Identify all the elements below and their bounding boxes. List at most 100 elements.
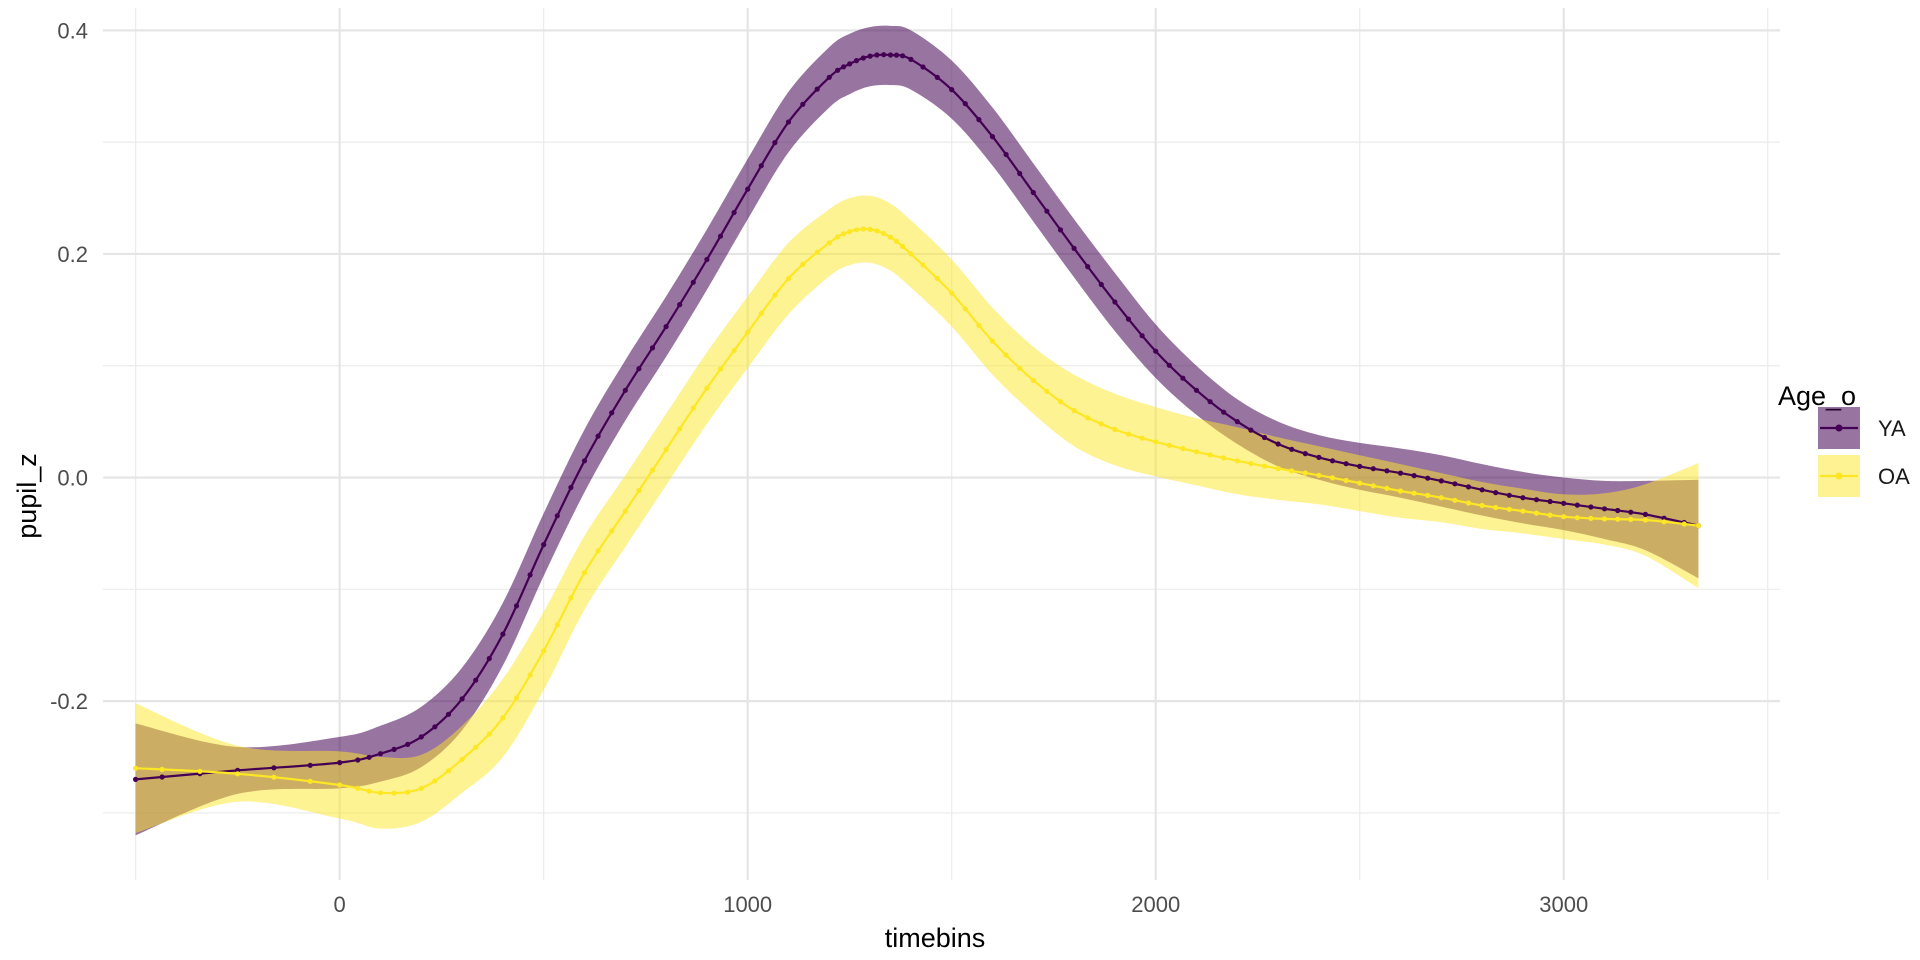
point-oa <box>513 695 520 701</box>
point-ya <box>1520 495 1526 501</box>
point-ya <box>500 631 506 637</box>
point-oa <box>920 262 926 268</box>
point-oa <box>459 756 465 762</box>
point-oa <box>405 789 411 795</box>
point-oa <box>841 231 847 237</box>
point-ya <box>1153 348 1159 354</box>
point-oa <box>1397 488 1404 494</box>
point-ya <box>1574 502 1580 508</box>
series-lines <box>135 53 1699 795</box>
point-ya <box>920 64 926 70</box>
point-oa <box>473 744 479 750</box>
point-ya <box>717 233 724 239</box>
point-oa <box>1329 475 1336 481</box>
point-ya <box>432 724 438 730</box>
point-ya <box>1098 281 1104 288</box>
point-oa <box>745 329 751 335</box>
point-ya <box>1180 375 1186 381</box>
point-ya <box>893 52 900 58</box>
point-oa <box>1316 472 1322 478</box>
point-ya <box>527 572 533 578</box>
point-oa <box>649 467 656 473</box>
point-oa <box>391 790 397 796</box>
point-ya <box>622 387 628 393</box>
point-ya <box>772 140 778 146</box>
point-ya <box>1057 227 1064 233</box>
point-oa <box>847 229 853 235</box>
point-ya <box>1166 362 1172 368</box>
point-oa <box>835 234 841 240</box>
legend-label-oa: OA <box>1878 464 1910 489</box>
point-oa <box>690 405 696 411</box>
x-tick-label: 2000 <box>1131 892 1180 917</box>
point-ya <box>841 64 847 70</box>
point-oa <box>1561 514 1567 520</box>
point-ya <box>1003 151 1009 158</box>
point-oa <box>1601 516 1608 522</box>
point-oa <box>860 226 866 232</box>
point-ya <box>159 774 165 780</box>
point-oa <box>677 426 683 432</box>
point-oa <box>1520 508 1526 514</box>
y-tick-label: -0.2 <box>50 689 88 714</box>
point-ya <box>663 324 669 330</box>
point-ya <box>690 279 696 285</box>
point-ya <box>900 53 906 59</box>
point-oa <box>1465 500 1472 506</box>
point-ya <box>1030 189 1036 196</box>
point-oa <box>159 766 165 773</box>
point-ya <box>800 101 806 107</box>
point-oa <box>1153 439 1159 445</box>
point-oa <box>853 227 860 233</box>
confidence-bands <box>135 25 1699 836</box>
point-ya <box>758 163 764 169</box>
point-ya <box>1261 434 1268 441</box>
x-tick-label: 3000 <box>1539 892 1588 917</box>
point-ya <box>1661 515 1667 521</box>
point-oa <box>949 290 955 296</box>
y-tick-label: 0.4 <box>57 18 88 43</box>
point-ya <box>541 542 547 548</box>
point-ya <box>513 603 520 609</box>
legend-title: Age_o <box>1778 381 1856 411</box>
point-ya <box>133 776 139 783</box>
point-oa <box>197 768 203 774</box>
point-ya <box>1302 451 1308 457</box>
point-ya <box>1234 419 1240 425</box>
point-ya <box>366 754 372 760</box>
y-tick-label: 0.0 <box>57 466 88 491</box>
point-ya <box>418 734 424 740</box>
point-ya <box>1425 475 1431 481</box>
point-oa <box>1384 485 1390 491</box>
point-oa <box>1411 490 1417 496</box>
point-oa <box>622 508 628 514</box>
point-oa <box>1248 460 1254 467</box>
point-oa <box>418 785 424 791</box>
point-oa <box>486 731 492 737</box>
point-ya <box>1506 492 1512 498</box>
point-ya <box>989 134 996 140</box>
point-oa <box>271 774 277 780</box>
point-oa <box>908 251 914 257</box>
point-oa <box>900 243 906 249</box>
point-oa <box>1357 480 1363 486</box>
point-oa <box>1289 468 1295 474</box>
point-oa <box>445 768 452 774</box>
legend-key-point-oa <box>1835 472 1843 480</box>
point-ya <box>1289 446 1295 452</box>
axis-ticks: 0 1000 2000 3000 -0.2 0.0 0.2 0.4 <box>50 18 1588 917</box>
point-oa <box>1139 435 1145 441</box>
point-ya <box>1493 490 1499 496</box>
point-oa <box>1588 515 1594 522</box>
point-oa <box>355 785 361 791</box>
point-oa <box>1003 352 1009 358</box>
point-oa <box>1085 415 1091 421</box>
point-oa <box>962 306 968 312</box>
point-oa <box>717 366 724 372</box>
point-oa <box>1479 502 1485 509</box>
point-oa <box>1275 466 1281 472</box>
point-oa <box>663 447 669 453</box>
point-oa <box>133 765 139 771</box>
point-oa <box>731 347 737 354</box>
